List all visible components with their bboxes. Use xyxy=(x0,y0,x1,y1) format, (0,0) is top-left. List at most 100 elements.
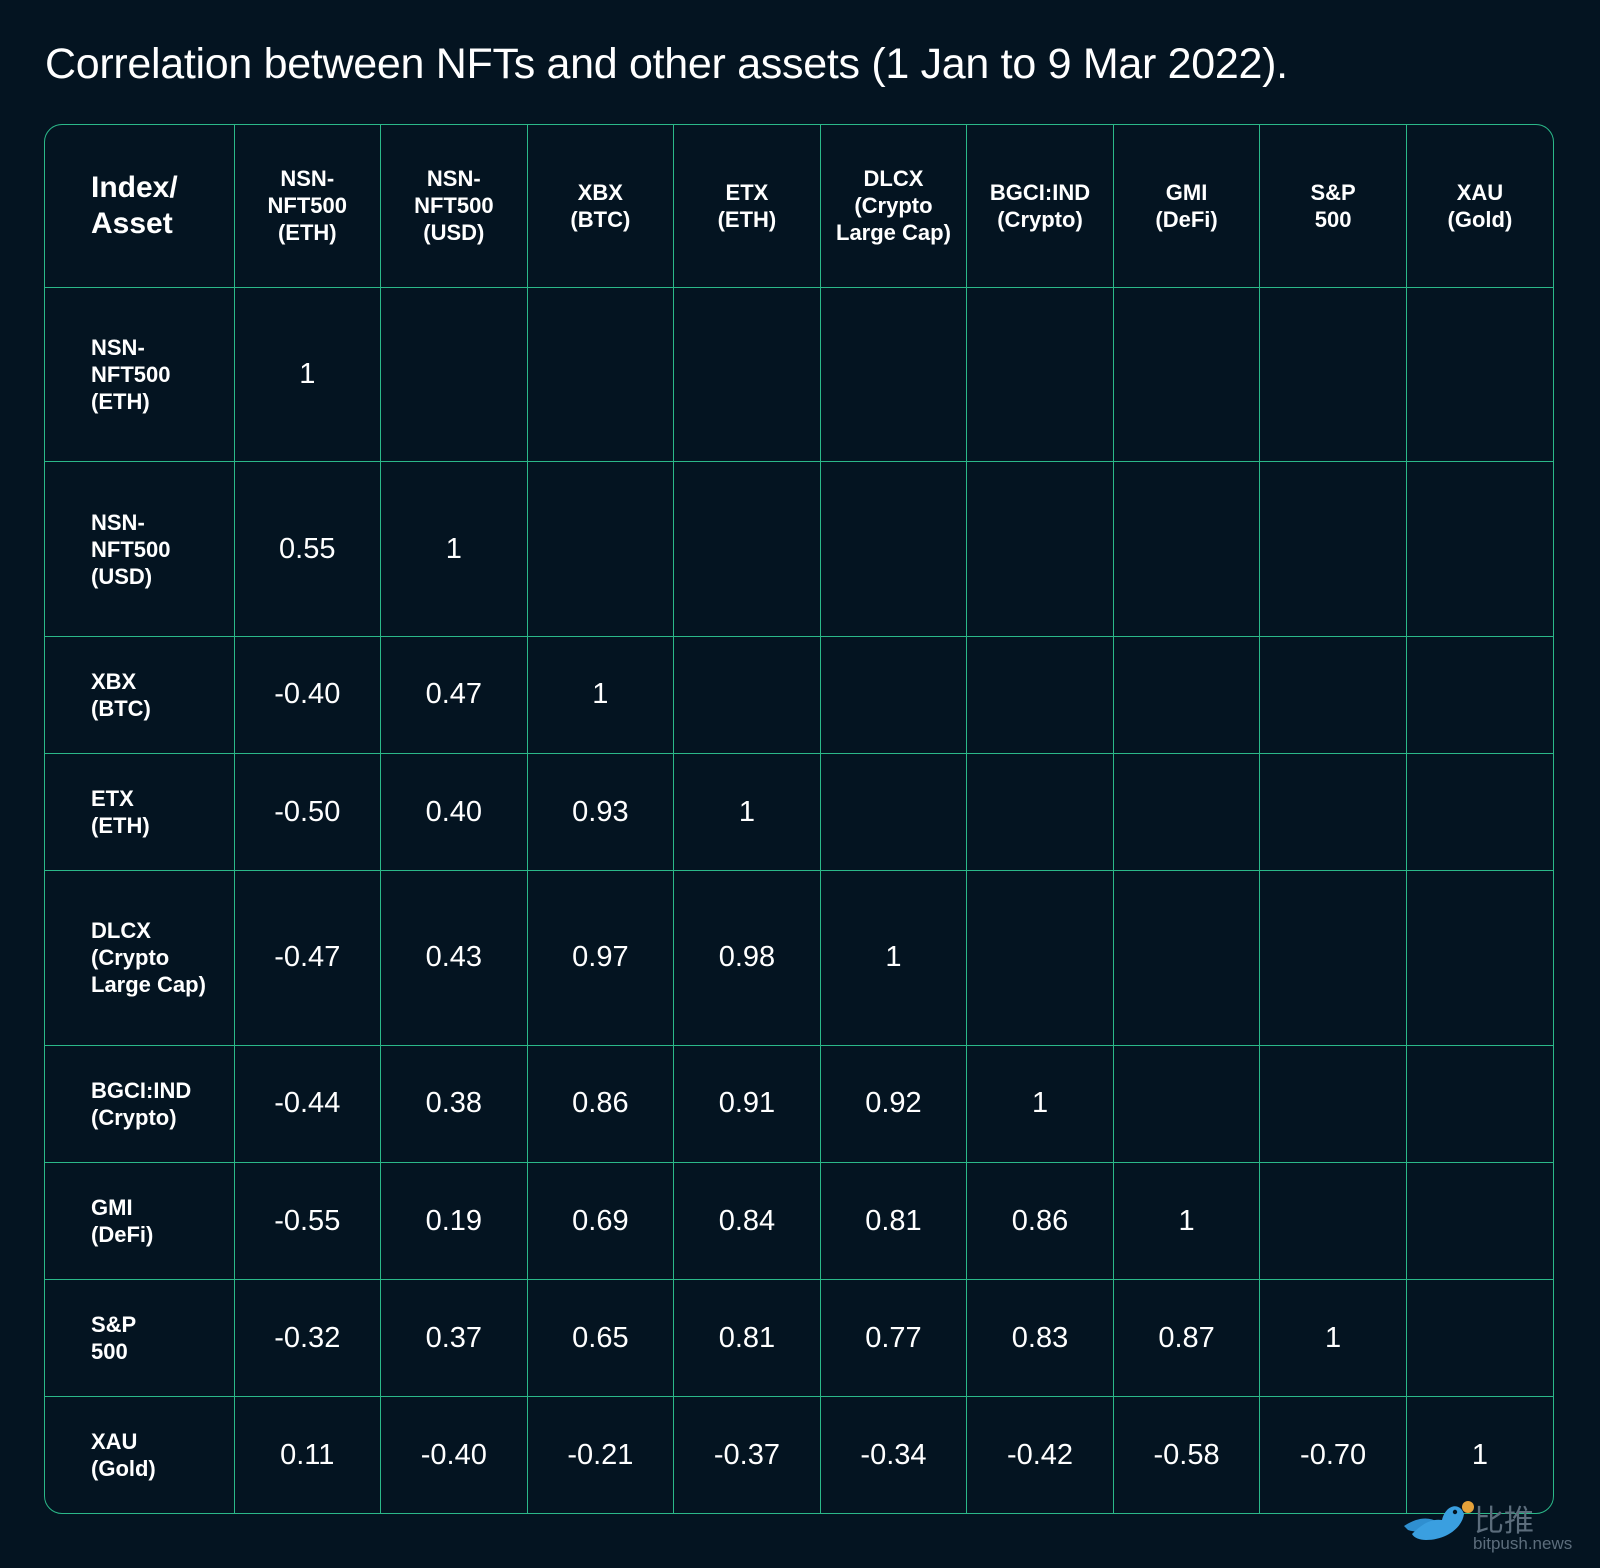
column-header: ETX (ETH) xyxy=(673,125,821,288)
table-row: XBX (BTC) -0.40 0.47 1 xyxy=(45,635,1553,755)
correlation-cell xyxy=(1112,286,1261,463)
correlation-cell xyxy=(819,461,968,637)
correlation-cell xyxy=(1112,461,1261,637)
correlation-cell xyxy=(1259,1044,1407,1163)
correlation-cell: 0.69 xyxy=(526,1161,675,1281)
correlation-table-frame: Index/ Asset NSN- NFT500 (ETH) NSN- NFT500… xyxy=(44,124,1554,1514)
correlation-cell: -0.40 xyxy=(380,1396,528,1513)
correlation-cell xyxy=(1405,752,1553,872)
correlation-cell: 1 xyxy=(233,286,382,463)
correlation-cell: -0.40 xyxy=(233,635,382,755)
correlation-cell xyxy=(526,461,675,637)
correlation-cell: -0.47 xyxy=(233,870,382,1046)
correlation-cell: 0.81 xyxy=(819,1161,968,1281)
correlation-cell xyxy=(819,635,968,755)
correlation-cell xyxy=(1112,635,1261,755)
watermark-logo-text: 比推 xyxy=(1474,1504,1534,1539)
correlation-cell: 0.38 xyxy=(380,1044,528,1163)
watermark-url: bitpush.news xyxy=(1473,1534,1573,1553)
column-header: S&P 500 xyxy=(1259,125,1407,288)
correlation-cell xyxy=(1405,286,1553,463)
correlation-cell: 1 xyxy=(819,870,968,1046)
table-row: ETX (ETH) -0.50 0.40 0.93 1 xyxy=(45,752,1553,872)
correlation-cell xyxy=(1112,1044,1261,1163)
correlation-cell xyxy=(1112,752,1261,872)
table-row: XAU (Gold) 0.11 -0.40 -0.21 -0.37 -0.34 -0.42-… xyxy=(45,1396,1553,1513)
correlation-cell: 0.86 xyxy=(526,1044,675,1163)
correlation-table: Index/ Asset NSN- NFT500 (ETH) NSN- NFT500… xyxy=(45,125,1553,1513)
correlation-cell: 0.55 xyxy=(233,461,382,637)
correlation-cell xyxy=(966,635,1114,755)
correlation-cell xyxy=(673,286,821,463)
table-row: DLCX (Crypto Large Cap) -0.47 0.43 0.97 0.98… xyxy=(45,870,1553,1046)
correlation-cell xyxy=(1259,461,1407,637)
correlation-cell: 0.92 xyxy=(819,1044,968,1163)
row-header: NSN- NFT500 (USD) xyxy=(45,461,235,637)
correlation-cell xyxy=(1112,870,1261,1046)
row-header: XBX (BTC) xyxy=(45,635,235,755)
correlation-cell xyxy=(1259,1161,1407,1281)
correlation-cell xyxy=(1405,870,1553,1046)
correlation-cell: -0.21 xyxy=(526,1396,675,1513)
correlation-cell: 1 xyxy=(673,752,821,872)
correlation-cell: 0.40 xyxy=(380,752,528,872)
correlation-cell: -0.34 xyxy=(819,1396,968,1513)
correlation-cell: 1 xyxy=(1112,1161,1261,1281)
correlation-cell xyxy=(1405,461,1553,637)
correlation-cell xyxy=(1405,1044,1553,1163)
correlation-cell xyxy=(966,461,1114,637)
correlation-cell: 0.43 xyxy=(380,870,528,1046)
correlation-cell xyxy=(1259,870,1407,1046)
correlation-cell xyxy=(966,870,1114,1046)
column-header: NSN- NFT500 (ETH) xyxy=(233,125,382,288)
correlation-cell: 1 xyxy=(966,1044,1114,1163)
correlation-cell: 1 xyxy=(1259,1279,1407,1398)
column-header: GMI (DeFi) xyxy=(1112,125,1261,288)
correlation-cell: -0.70 xyxy=(1259,1396,1407,1513)
column-header: BGCI:IND (Crypto) xyxy=(966,125,1114,288)
table-row: NSN- NFT500 (USD) 0.55 1 xyxy=(45,461,1553,637)
correlation-cell xyxy=(526,286,675,463)
row-header: ETX (ETH) xyxy=(45,752,235,872)
row-header: XAU (Gold) xyxy=(45,1396,235,1513)
correlation-cell: 0.77 xyxy=(819,1279,968,1398)
column-header: XAU (Gold) xyxy=(1405,125,1553,288)
correlation-cell xyxy=(966,286,1114,463)
correlation-cell: 0.19 xyxy=(380,1161,528,1281)
correlation-cell xyxy=(673,461,821,637)
correlation-cell: 0.91 xyxy=(673,1044,821,1163)
correlation-cell xyxy=(1259,286,1407,463)
table-row: S&P 500 -0.32 0.37 0.65 0.81 0.77 0.83 0.87 1 xyxy=(45,1279,1553,1398)
correlation-cell xyxy=(673,635,821,755)
corner-label: Index/ Asset xyxy=(45,125,235,288)
correlation-cell: -0.44 xyxy=(233,1044,382,1163)
header-row: Index/ Asset NSN- NFT500 (ETH) NSN- NFT500… xyxy=(45,125,1553,288)
correlation-cell: 1 xyxy=(1405,1396,1553,1513)
correlation-cell: -0.32 xyxy=(233,1279,382,1398)
correlation-cell: 0.37 xyxy=(380,1279,528,1398)
row-header: NSN- NFT500 (ETH) xyxy=(45,286,235,463)
correlation-cell: -0.50 xyxy=(233,752,382,872)
column-header: DLCX (Crypto Large Cap) xyxy=(819,125,968,288)
correlation-cell: -0.55 xyxy=(233,1161,382,1281)
correlation-cell: 0.97 xyxy=(526,870,675,1046)
correlation-cell xyxy=(819,752,968,872)
table-row: NSN- NFT500 (ETH) 1 xyxy=(45,286,1553,463)
correlation-cell: -0.58 xyxy=(1112,1396,1261,1513)
correlation-cell xyxy=(1405,1161,1553,1281)
correlation-cell: 0.84 xyxy=(673,1161,821,1281)
column-header: NSN- NFT500 (USD) xyxy=(380,125,528,288)
correlation-cell: 0.11 xyxy=(233,1396,382,1513)
correlation-cell: 0.83 xyxy=(966,1279,1114,1398)
correlation-cell: 0.87 xyxy=(1112,1279,1261,1398)
correlation-cell: 0.81 xyxy=(673,1279,821,1398)
correlation-cell: 0.47 xyxy=(380,635,528,755)
chart-title: Correlation between NFTs and other asset… xyxy=(45,40,1288,88)
column-header: XBX (BTC) xyxy=(526,125,675,288)
row-header: S&P 500 xyxy=(45,1279,235,1398)
correlation-cell: 1 xyxy=(380,461,528,637)
bird-logo-icon xyxy=(1404,1501,1474,1540)
correlation-cell xyxy=(1259,752,1407,872)
correlation-cell: 0.93 xyxy=(526,752,675,872)
row-header: BGCI:IND (Crypto) xyxy=(45,1044,235,1163)
